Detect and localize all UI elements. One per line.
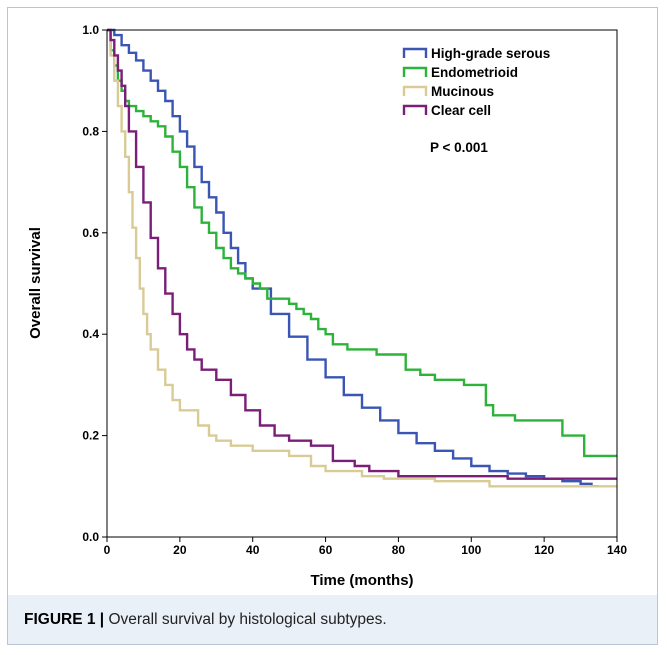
y-tick-label: 0.8 [82, 124, 99, 138]
figure-caption-label: FIGURE 1 | [24, 611, 105, 628]
series-line-clear-cell [107, 28, 617, 480]
legend-swatch-mucinous [402, 85, 428, 96]
y-tick-label: 0.2 [82, 429, 99, 443]
legend: High-grade serous Endometrioid Mucinous Cle… [402, 46, 550, 118]
figure-caption-text: Overall survival by histological subtype… [104, 611, 387, 628]
plot-area-border [106, 29, 618, 538]
series-line-mucinous [107, 28, 617, 488]
legend-label-mucinous: Mucinous [431, 84, 494, 99]
p-value-annotation: P < 0.001 [430, 140, 488, 155]
x-tick-label: 100 [461, 543, 481, 557]
legend-swatch-high-grade-serous [402, 47, 428, 58]
x-axis-ticks: 0 20 40 60 80 100 120 140 [104, 537, 627, 557]
x-tick-label: 40 [246, 543, 260, 557]
y-axis-ticks: 0.0 0.2 0.4 0.6 0.8 1.0 [82, 23, 107, 544]
series-line-endometrioid [107, 28, 617, 458]
x-tick-label: 120 [534, 543, 554, 557]
y-tick-label: 0.0 [82, 530, 99, 544]
y-tick-label: 1.0 [82, 23, 99, 37]
legend-swatch-endometrioid [402, 66, 428, 77]
legend-label-endometrioid: Endometrioid [431, 65, 518, 80]
x-tick-label: 20 [173, 543, 187, 557]
caption-band [8, 595, 657, 644]
y-axis-title: Overall survival [27, 227, 44, 339]
x-tick-label: 60 [319, 543, 333, 557]
legend-label-clear-cell: Clear cell [431, 103, 491, 118]
x-tick-label: 80 [392, 543, 406, 557]
x-tick-label: 0 [104, 543, 111, 557]
y-tick-label: 0.4 [82, 327, 99, 341]
plot-lines [107, 28, 617, 488]
legend-swatch-clear-cell [402, 104, 428, 115]
figure-caption: FIGURE 1 | Overall survival by histologi… [24, 611, 387, 629]
legend-label-high-grade-serous: High-grade serous [431, 46, 550, 61]
x-axis-title: Time (months) [310, 572, 413, 589]
y-tick-label: 0.6 [82, 226, 99, 240]
x-tick-label: 140 [607, 543, 627, 557]
series-line-high-grade-serous [107, 28, 599, 488]
figure-frame [7, 7, 658, 645]
